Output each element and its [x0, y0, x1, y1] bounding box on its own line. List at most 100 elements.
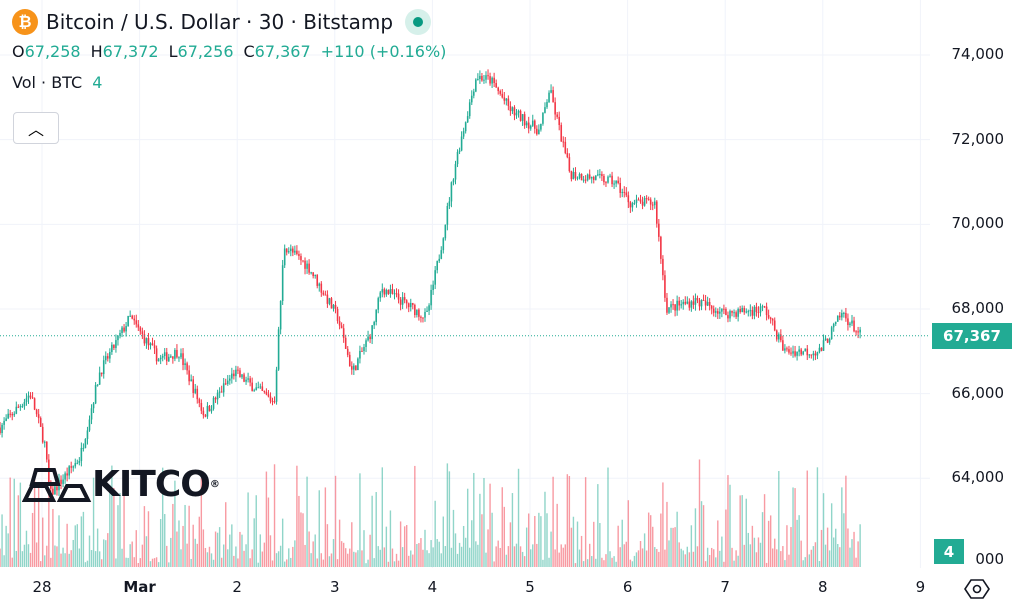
candle-body — [194, 388, 197, 393]
volume-bar — [580, 535, 583, 567]
price-axis-label: 70,000 — [951, 214, 1005, 233]
volume-bar — [288, 548, 290, 567]
candle-body — [729, 310, 731, 319]
volume-bar — [298, 495, 300, 567]
volume-bar — [379, 549, 381, 567]
volume-bar — [170, 537, 172, 567]
symbol-title[interactable]: Bitcoin / U.S. Dollar · 30 · Bitstamp — [46, 10, 394, 34]
volume-bar — [855, 557, 857, 567]
volume-bar — [96, 528, 99, 567]
candle-body — [454, 164, 457, 180]
candle-body — [491, 77, 493, 84]
volume-bar — [804, 557, 806, 567]
volume-bar — [564, 544, 566, 567]
candle-body — [322, 292, 325, 295]
volume-bar — [54, 545, 56, 567]
volume-bar — [135, 530, 137, 567]
price-axis-label: 72,000 — [951, 129, 1005, 148]
volume-bar — [123, 482, 125, 567]
volume-bar — [247, 492, 249, 567]
candle-body — [485, 75, 487, 80]
candle-body — [224, 383, 227, 385]
candle-body — [590, 176, 593, 179]
candle-body — [556, 114, 558, 117]
candle-body — [212, 397, 215, 409]
volume-bar — [304, 544, 306, 567]
volume-bar — [664, 549, 666, 567]
volume-bar — [13, 478, 15, 567]
candle-body — [737, 309, 739, 317]
volume-bar — [251, 549, 253, 567]
volume-bar — [607, 467, 609, 567]
candle-body — [533, 120, 536, 129]
volume-bar — [682, 550, 684, 567]
market-open-icon[interactable] — [405, 9, 432, 35]
volume-bar — [658, 551, 660, 567]
volume-bar — [279, 545, 282, 567]
candle-body — [137, 324, 140, 328]
candle-body — [562, 141, 565, 143]
candle-body — [655, 201, 658, 224]
candle-body — [383, 289, 386, 295]
candle-body — [15, 406, 18, 414]
volume-bar — [29, 552, 32, 567]
volume-bar — [672, 527, 674, 567]
volume-bar — [637, 550, 640, 567]
volume-bar — [393, 561, 396, 567]
candle-body — [123, 327, 125, 332]
volume-bar — [818, 561, 821, 567]
volume-bar — [76, 524, 78, 567]
candle-body — [731, 310, 733, 313]
volume-bar — [157, 562, 160, 567]
gear-hexagon-icon[interactable] — [964, 577, 990, 601]
volume-bar — [127, 557, 129, 567]
volume-bar — [190, 558, 192, 567]
volume-bar — [776, 549, 778, 567]
volume-bar — [694, 508, 697, 567]
candle-body — [304, 260, 306, 269]
candle-body — [220, 391, 223, 393]
volume-bar — [452, 509, 455, 567]
volume-bar — [281, 518, 284, 567]
candle-body — [790, 352, 792, 354]
volume-bar — [249, 558, 251, 567]
candle-body — [5, 418, 7, 421]
volume-bar — [806, 470, 808, 567]
candle-body — [672, 304, 674, 306]
volume-bar — [625, 541, 627, 567]
volume-bar — [477, 544, 479, 567]
candle-body — [808, 354, 811, 356]
candle-body — [631, 203, 634, 208]
candle-body — [214, 397, 217, 400]
volume-bar — [139, 558, 142, 567]
candle-body — [440, 250, 443, 259]
volume-bar — [771, 548, 774, 567]
volume-bar — [381, 467, 383, 567]
candle-body — [332, 304, 335, 309]
volume-bar — [426, 550, 428, 567]
change-value: +110 (+0.16%) — [320, 42, 447, 61]
volume-bar — [715, 557, 717, 567]
candle-body — [670, 304, 672, 308]
volume-bar — [674, 527, 676, 567]
time-axis-label: 7 — [720, 578, 730, 596]
volume-bar — [66, 523, 68, 567]
candle-body — [702, 299, 705, 301]
collapse-legend-button[interactable]: ︿ — [13, 112, 59, 144]
candle-body — [308, 263, 310, 273]
volume-bar — [107, 533, 109, 567]
volume-bar — [513, 546, 516, 567]
time-axis-label: 28 — [32, 578, 52, 596]
candle-body — [692, 301, 695, 305]
volume-bar — [229, 534, 231, 567]
price-axis-label: 000 — [975, 550, 1004, 568]
volume-bar — [759, 542, 762, 567]
candle-body — [66, 473, 68, 476]
candle-body — [405, 300, 408, 304]
volume-bar — [222, 544, 225, 567]
candle-body — [698, 300, 701, 307]
candle-body — [468, 102, 471, 117]
candle-body — [481, 75, 483, 81]
